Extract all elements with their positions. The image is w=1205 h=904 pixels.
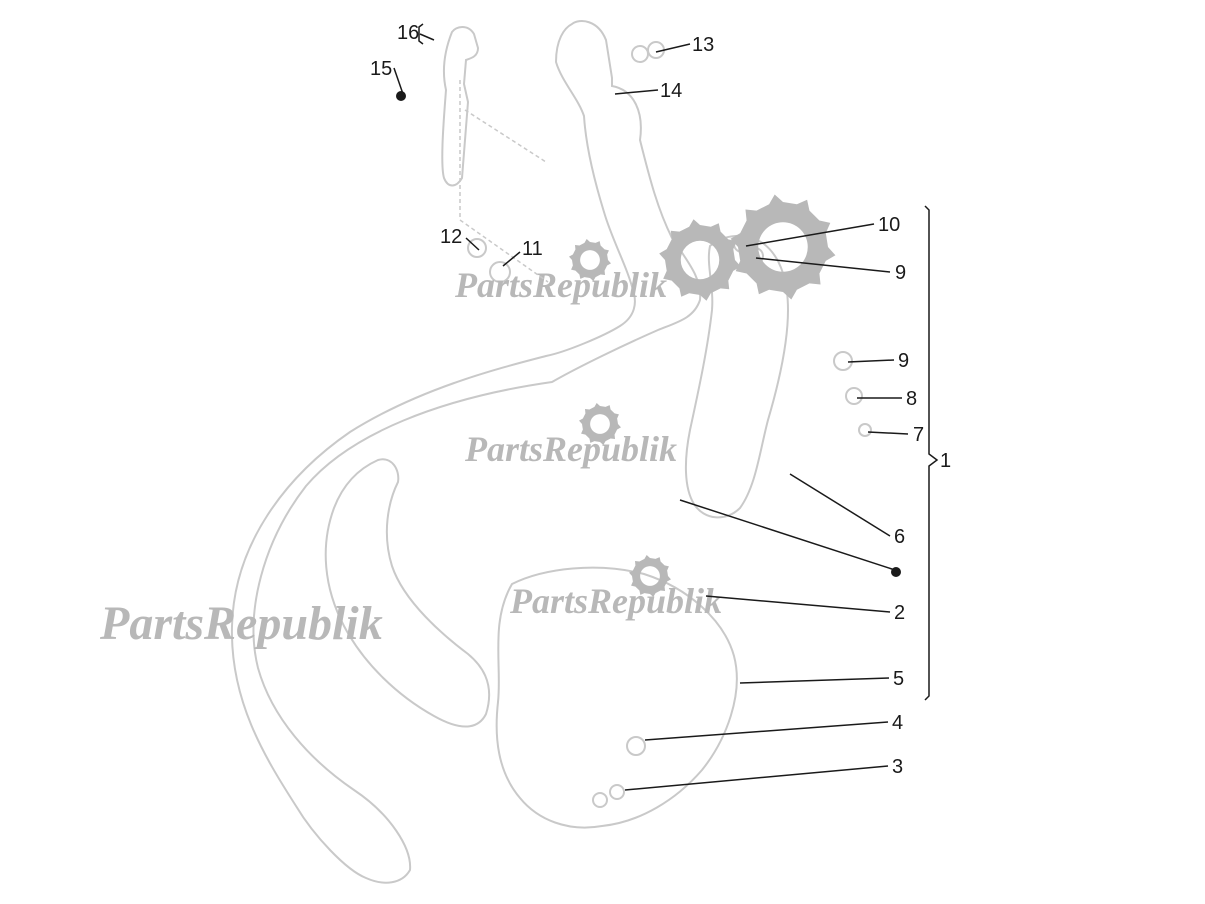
leader-line <box>615 90 658 94</box>
callout-bracket <box>925 206 937 700</box>
leader-line <box>680 500 895 570</box>
leader-line <box>706 596 890 612</box>
part-number-l6: 6 <box>894 526 905 549</box>
part-number-l10: 10 <box>878 214 900 237</box>
leader-line <box>466 238 479 250</box>
diagram-stage: PartsRepublikPartsRepublikPartsRepublikP… <box>0 0 1205 904</box>
leader-line <box>756 258 890 272</box>
leader-line <box>394 68 403 94</box>
part-number-l8: 8 <box>906 388 917 411</box>
part-number-l5: 5 <box>893 668 904 691</box>
part-number-l7: 7 <box>913 424 924 447</box>
part-number-l16: 16 <box>397 22 419 45</box>
leader-line <box>790 474 890 536</box>
leader-line <box>868 432 908 434</box>
dashed-construction-line <box>465 110 546 162</box>
part-number-l9b: 9 <box>898 350 909 373</box>
part-number-l2: 2 <box>894 602 905 625</box>
part-number-l3: 3 <box>892 756 903 779</box>
reference-dot <box>396 91 406 101</box>
leader-lines <box>0 0 1205 904</box>
leader-line <box>625 766 888 790</box>
leader-line <box>503 252 520 266</box>
part-number-l12: 12 <box>440 226 462 249</box>
leader-line <box>746 224 874 246</box>
leader-line <box>656 44 690 52</box>
leader-line <box>420 34 434 40</box>
part-number-l1: 1 <box>940 450 951 473</box>
part-number-l15: 15 <box>370 58 392 81</box>
leader-line <box>740 678 889 683</box>
leader-line <box>645 722 888 740</box>
reference-dot <box>891 567 901 577</box>
part-number-l13: 13 <box>692 34 714 57</box>
leader-line <box>848 360 894 362</box>
part-number-l4: 4 <box>892 712 903 735</box>
part-number-l11: 11 <box>522 238 543 261</box>
part-number-l14: 14 <box>660 80 682 103</box>
part-number-l9a: 9 <box>895 262 906 285</box>
